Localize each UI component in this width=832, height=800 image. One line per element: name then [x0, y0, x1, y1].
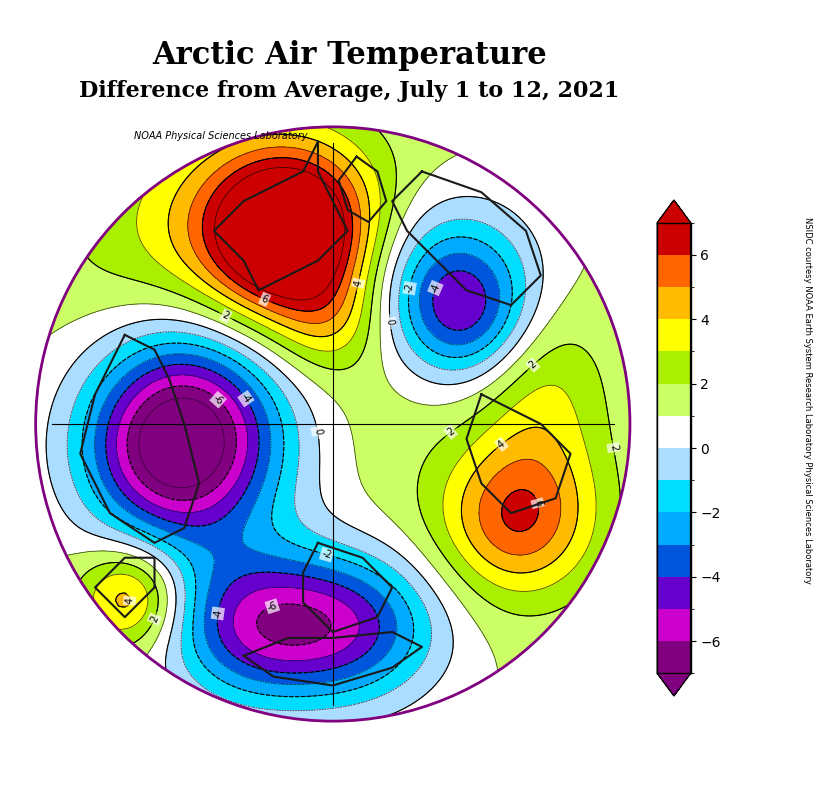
Point: [326, 418, 339, 430]
Point: [326, 418, 339, 430]
Text: 2: 2: [445, 426, 456, 438]
Point: [326, 418, 339, 430]
Point: [326, 418, 339, 430]
Point: [326, 418, 339, 430]
Text: -2: -2: [320, 549, 333, 561]
Point: [326, 418, 339, 430]
Point: [326, 418, 339, 430]
Point: [326, 418, 339, 430]
Text: 4: 4: [353, 279, 364, 287]
PathPatch shape: [657, 674, 691, 696]
Point: [326, 418, 339, 430]
Text: 4: 4: [496, 438, 507, 450]
Text: 6: 6: [260, 294, 270, 305]
Point: [326, 418, 339, 430]
Point: [326, 418, 339, 430]
Point: [326, 418, 339, 430]
Text: -4: -4: [239, 392, 253, 406]
Point: [326, 418, 339, 430]
Text: 4: 4: [124, 598, 135, 604]
Text: 2: 2: [149, 614, 161, 624]
Point: [326, 418, 339, 430]
Point: [326, 418, 339, 430]
Text: -4: -4: [428, 282, 442, 294]
Text: Arctic Air Temperature: Arctic Air Temperature: [152, 40, 547, 71]
Text: 2: 2: [608, 444, 619, 452]
Point: [326, 418, 339, 430]
Point: [326, 418, 339, 430]
PathPatch shape: [657, 200, 691, 222]
Point: [326, 418, 339, 430]
Point: [326, 418, 339, 430]
Text: -6: -6: [266, 600, 279, 613]
Point: [326, 418, 339, 430]
Point: [326, 418, 339, 430]
Point: [326, 418, 339, 430]
Text: 2: 2: [220, 310, 230, 322]
Point: [326, 418, 339, 430]
Point: [326, 418, 339, 430]
Text: 0: 0: [385, 318, 395, 326]
Point: [326, 418, 339, 430]
Text: 0: 0: [312, 427, 323, 435]
Text: -4: -4: [212, 608, 224, 619]
Point: [326, 418, 339, 430]
Text: -6: -6: [211, 393, 225, 406]
Text: NSIDC courtesy NOAA Earth System Research Laboratory Physical Sciences Laborator: NSIDC courtesy NOAA Earth System Researc…: [803, 217, 811, 583]
Text: Difference from Average, July 1 to 12, 2021: Difference from Average, July 1 to 12, 2…: [79, 80, 620, 102]
Point: [326, 418, 339, 430]
Text: 6: 6: [532, 499, 543, 507]
Point: [326, 418, 339, 430]
Text: 2: 2: [527, 359, 538, 371]
Point: [326, 418, 339, 430]
Point: [326, 418, 339, 430]
Text: NOAA Physical Sciences Laboratory: NOAA Physical Sciences Laboratory: [134, 130, 307, 141]
Text: -2: -2: [404, 282, 415, 294]
Point: [326, 418, 339, 430]
